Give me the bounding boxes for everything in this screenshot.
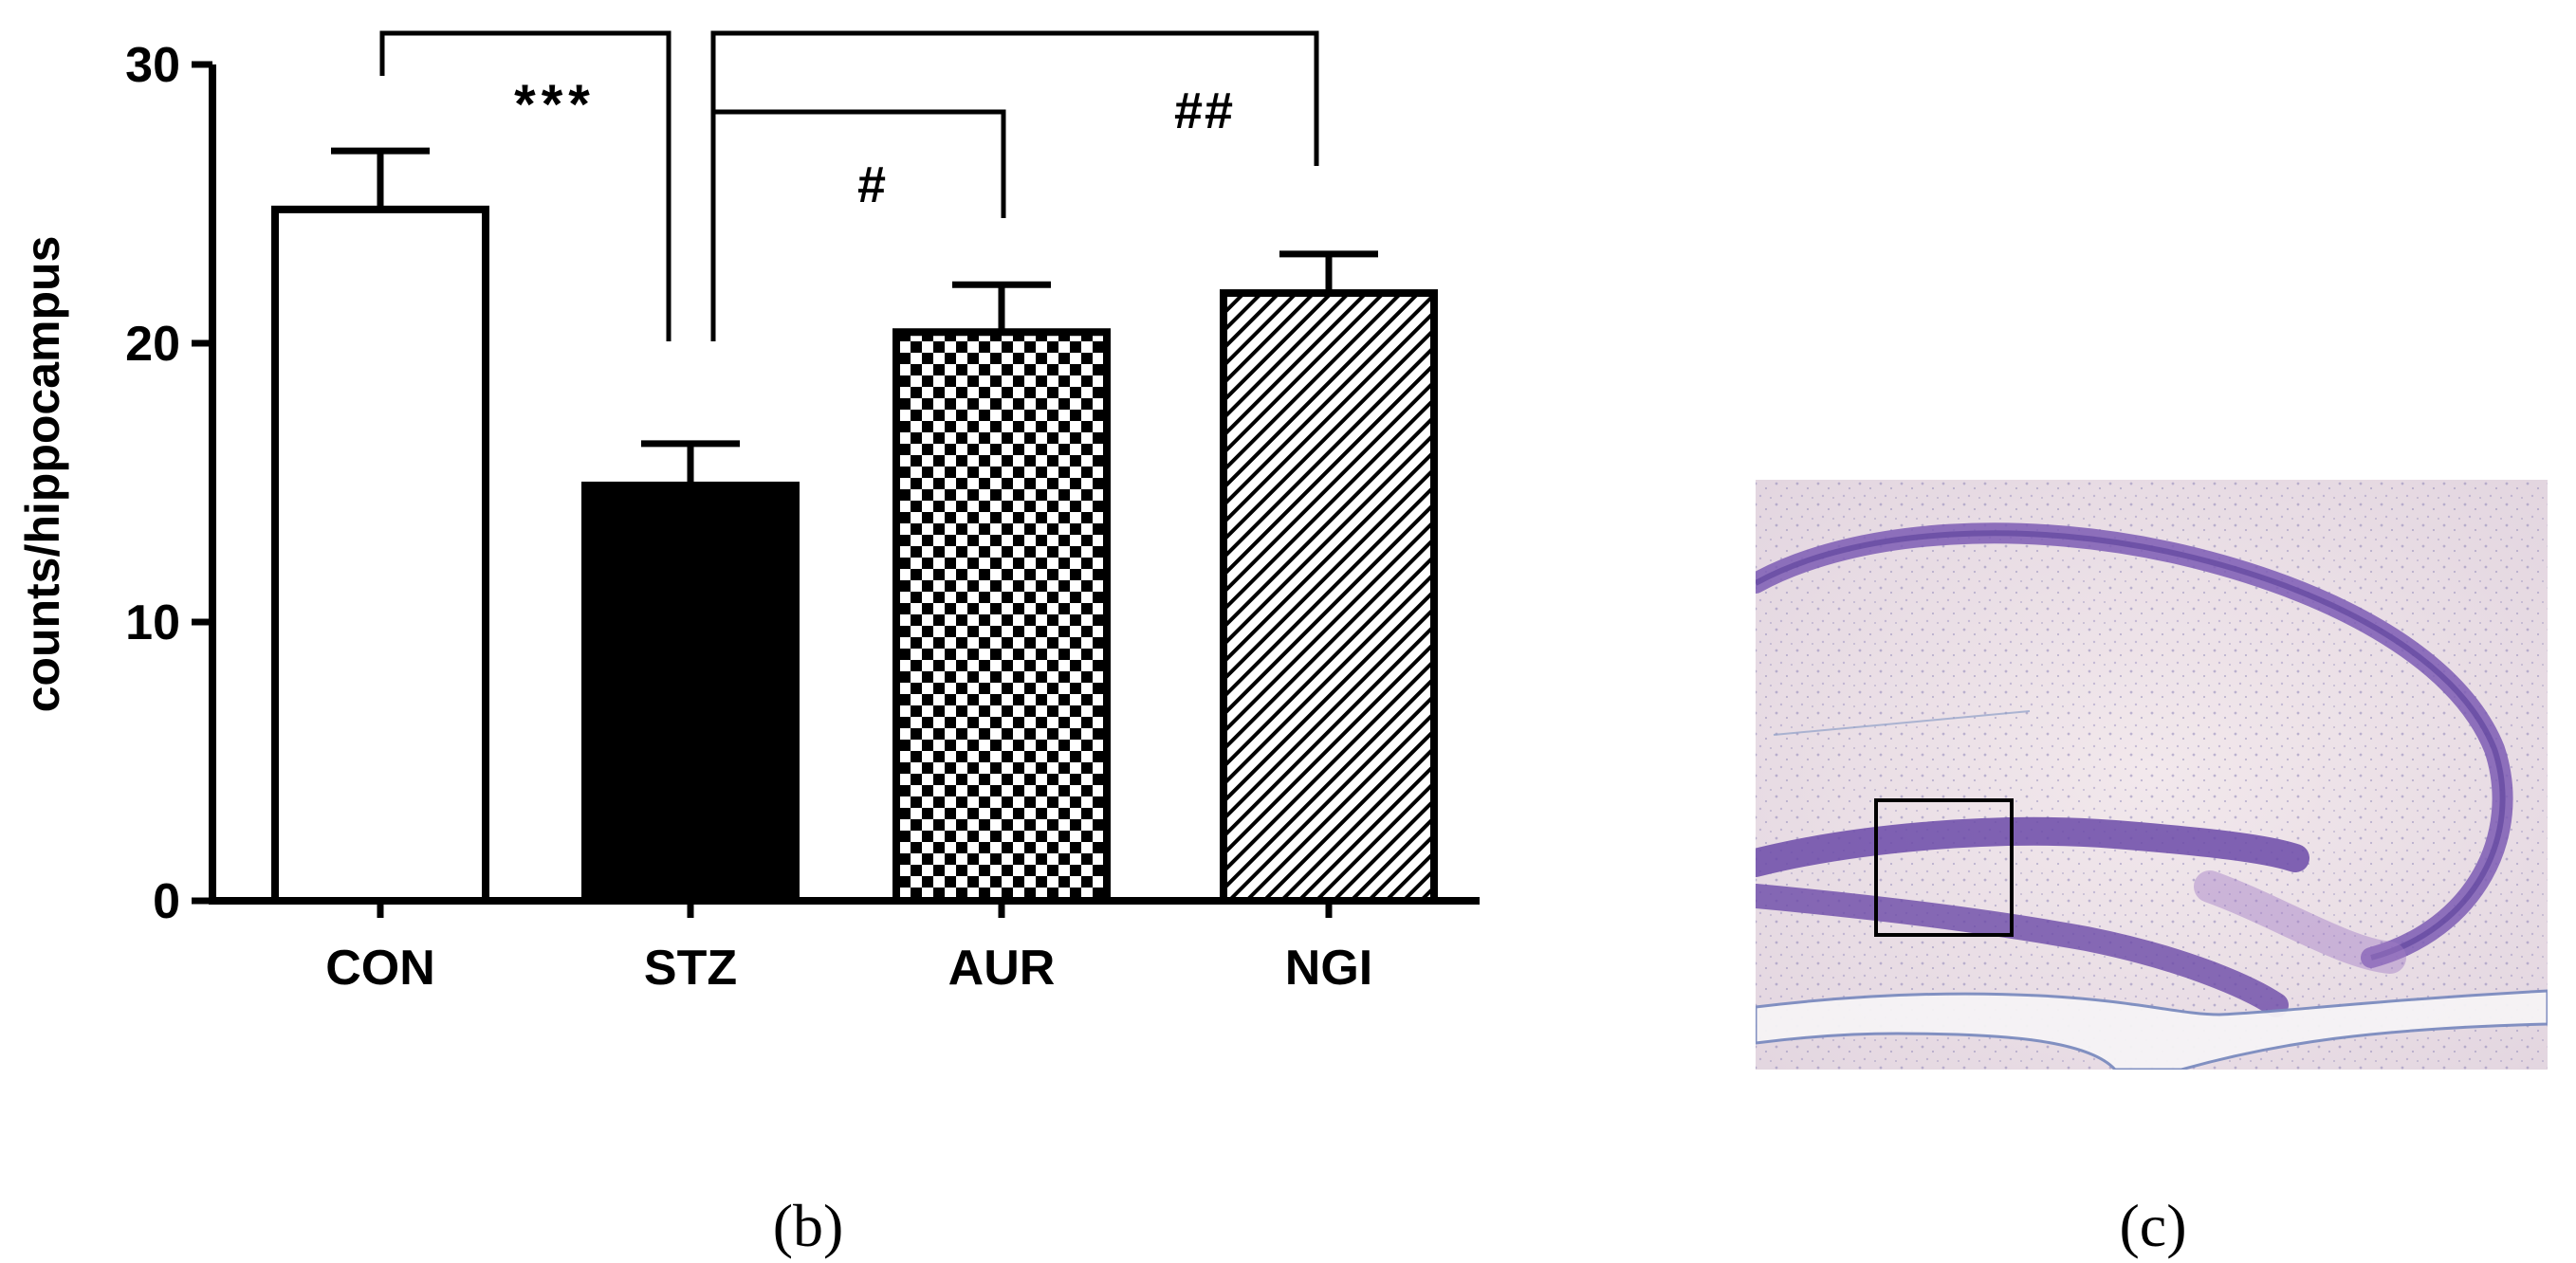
significance-bracket-stz-aur <box>710 109 1006 341</box>
y-tick-label: 30 <box>125 38 180 93</box>
micrograph <box>1756 480 2548 1070</box>
y-tick-label: 10 <box>125 595 180 650</box>
y-tick-label: 20 <box>125 317 180 372</box>
y-axis: 0 10 20 30 <box>125 38 216 929</box>
x-tick-label-con: CON <box>325 941 435 996</box>
significance-label-con-stz: *** <box>514 74 596 136</box>
significance-brackets: ***### <box>379 30 1319 341</box>
significance-bracket-stz-ngi <box>710 30 1319 341</box>
y-axis-label: counts/hippocampus <box>16 236 69 713</box>
x-tick-label-aur: AUR <box>948 941 1056 996</box>
bar-stz <box>581 481 800 905</box>
significance-bracket-con-stz <box>379 30 672 341</box>
significance-label-stz-aur: # <box>857 156 888 213</box>
significance-label-stz-ngi: ## <box>1174 82 1235 139</box>
panel-label-c: (c) <box>2119 1192 2186 1259</box>
bar-con <box>271 205 489 905</box>
x-tick-label-stz: STZ <box>644 941 737 996</box>
bar-ngi <box>1220 289 1438 905</box>
x-tick-label-ngi: NGI <box>1285 941 1372 996</box>
region-of-interest-box <box>1874 798 2014 937</box>
bar-aur <box>892 328 1111 905</box>
bars <box>271 147 1438 905</box>
y-tick-label: 0 <box>153 874 180 929</box>
panel-label-b: (b) <box>773 1192 844 1259</box>
x-axis: CON STZ AUR NGI <box>209 897 1480 996</box>
